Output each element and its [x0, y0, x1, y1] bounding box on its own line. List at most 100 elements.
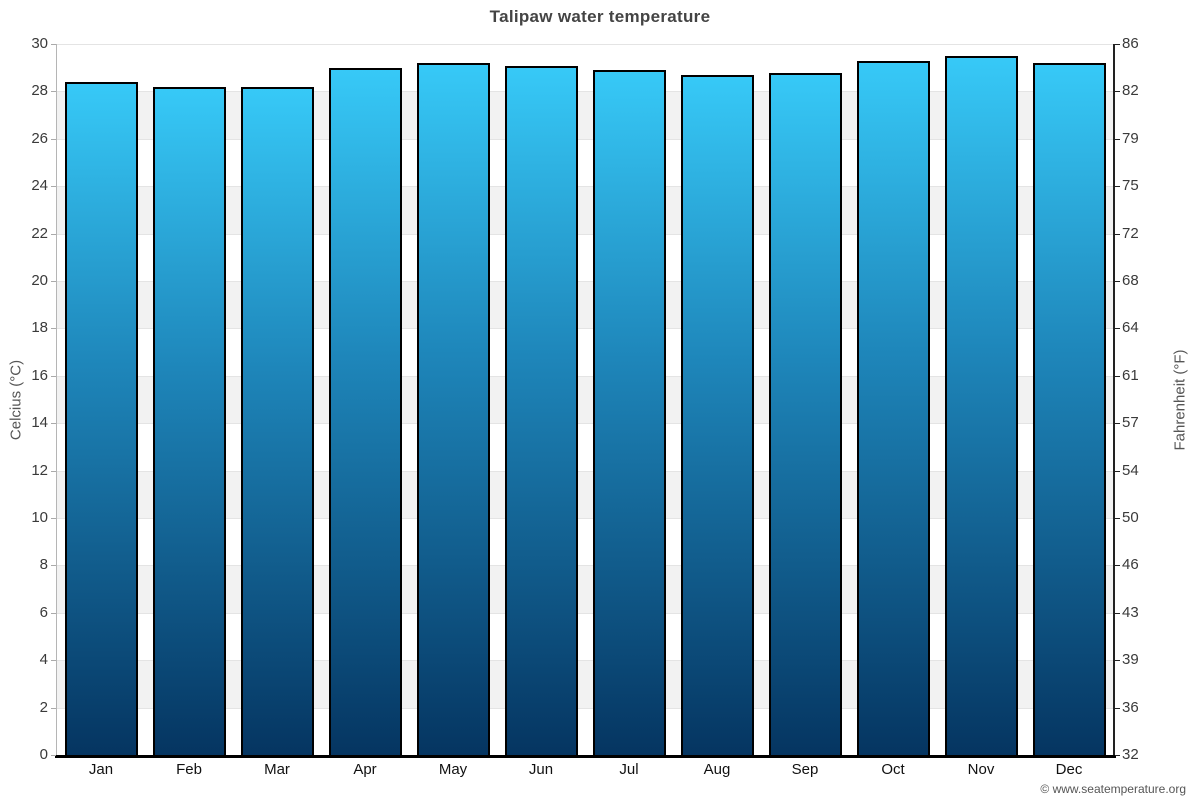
y-axis-right-label: 79: [1122, 129, 1139, 147]
y-axis-right-label: 57: [1122, 414, 1139, 432]
x-axis-label-aug: Aug: [703, 761, 731, 778]
y-axis-right-tick: [1115, 470, 1120, 472]
y-axis-right-label: 64: [1122, 319, 1139, 337]
y-axis-left-tick: [51, 375, 56, 377]
credit-link[interactable]: © www.seatemperature.org: [1040, 782, 1186, 796]
y-axis-left-tick: [51, 470, 56, 472]
grid-band: [57, 138, 1113, 187]
y-axis-right-label: 46: [1122, 556, 1139, 574]
grid-band: [57, 565, 1113, 613]
y-axis-right-label: 39: [1122, 651, 1139, 669]
y-axis-right-label: 54: [1122, 461, 1139, 479]
temp-bar-nov[interactable]: [944, 56, 1018, 755]
bar-slot: [849, 44, 937, 755]
x-axis-label-feb: Feb: [176, 761, 202, 778]
x-axis-label-sep: Sep: [791, 761, 819, 778]
y-axis-left-tick: [51, 281, 56, 282]
bar-slot: [937, 44, 1025, 755]
grid-band: [57, 470, 1113, 518]
temp-bar-may[interactable]: [416, 63, 490, 755]
y-axis-left-labels: 0 2 4 6 8 10 12 14 16 18 20 22 24 26 28 30: [0, 0, 48, 800]
y-axis-left-tick: [51, 707, 56, 709]
grid-bands-layer: [57, 44, 1113, 755]
grid-band: [57, 281, 1113, 329]
temp-bar-jul[interactable]: [592, 70, 666, 755]
axis-title-fahrenheit: Fahrenheit (°F): [1171, 349, 1189, 451]
y-axis-line-right: [1113, 44, 1115, 755]
temp-bar-apr[interactable]: [328, 68, 402, 755]
y-axis-left-label: 2: [39, 698, 48, 716]
bar-slot: [321, 44, 409, 755]
bar-slot: [673, 44, 761, 755]
chart-title: Talipaw water temperature: [489, 7, 711, 26]
temp-bar-jan[interactable]: [64, 82, 138, 755]
grid-band: [57, 186, 1113, 234]
axis-title-celsius: Celcius (°C): [7, 359, 25, 441]
y-axis-right-tick: [1115, 186, 1120, 188]
y-axis-right-tick: [1115, 138, 1120, 140]
bar-slot: [761, 44, 849, 755]
temp-bar-aug[interactable]: [680, 75, 754, 755]
grid-band: [57, 44, 1113, 92]
grid-band: [57, 518, 1113, 566]
y-axis-left-tick: [51, 612, 56, 614]
y-axis-right-tick: [1115, 44, 1120, 45]
y-axis-right-tick: [1115, 660, 1120, 662]
y-axis-right-label: 75: [1122, 177, 1139, 195]
y-axis-right-tick: [1115, 91, 1120, 93]
temp-bar-sep[interactable]: [768, 72, 842, 755]
y-axis-right-label: 86: [1122, 35, 1139, 52]
y-axis-right-tick: [1115, 565, 1120, 567]
y-axis-left-tick: [51, 565, 56, 567]
y-axis-left-label: 4: [39, 651, 48, 669]
bar-slot: [233, 44, 321, 755]
grid-band: [57, 707, 1113, 755]
temp-bar-oct[interactable]: [856, 61, 930, 755]
y-axis-right-tick: [1115, 612, 1120, 614]
temp-bar-jun[interactable]: [504, 65, 578, 755]
bar-slot: [585, 44, 673, 755]
y-axis-right-label: 32: [1122, 746, 1139, 763]
x-axis-label-dec: Dec: [1055, 761, 1083, 778]
y-axis-left-label: 0: [39, 746, 48, 763]
grid-band: [57, 375, 1113, 424]
y-axis-left-tick: [51, 518, 56, 519]
y-axis-right-label: 61: [1122, 366, 1139, 384]
y-axis-left-label: 26: [31, 129, 48, 147]
temp-bar-dec[interactable]: [1032, 63, 1106, 755]
temp-bar-feb[interactable]: [152, 87, 226, 755]
y-axis-left-label: 28: [31, 82, 48, 100]
y-axis-left-label: 8: [39, 556, 48, 574]
y-axis-right-label: 36: [1122, 698, 1139, 716]
bar-slot: [145, 44, 233, 755]
x-axis-label-mar: Mar: [264, 761, 290, 778]
x-axis-label-nov: Nov: [967, 761, 995, 778]
grid-band: [57, 91, 1113, 139]
y-axis-right-label: 43: [1122, 603, 1139, 621]
y-axis-left-label: 16: [31, 366, 48, 384]
x-axis-label-jun: Jun: [528, 761, 554, 778]
y-axis-left-tick: [51, 233, 56, 235]
y-axis-right-tick: [1115, 755, 1120, 756]
x-axis-label-may: May: [438, 761, 468, 778]
y-axis-left-label: 6: [39, 603, 48, 621]
y-axis-right-tick: [1115, 707, 1120, 709]
y-axis-left-tick: [51, 91, 56, 93]
y-axis-left-tick: [51, 44, 56, 45]
y-axis-left-label: 10: [31, 509, 48, 526]
y-axis-right-tick: [1115, 281, 1120, 282]
y-axis-left-label: 22: [31, 224, 48, 242]
y-axis-left-label: 24: [31, 177, 48, 195]
y-axis-right-tick: [1115, 233, 1120, 235]
x-axis-label-jan: Jan: [88, 761, 114, 778]
y-axis-left-label: 30: [31, 35, 48, 52]
x-axis-labels: Jan Feb Mar Apr May Jun Jul Aug Sep Oct Nov Dec: [57, 761, 1113, 778]
y-axis-left-tick: [51, 660, 56, 662]
y-axis-left-label: 14: [31, 414, 48, 432]
bars-layer: [57, 44, 1113, 755]
y-axis-right-label: 50: [1122, 509, 1139, 526]
temp-bar-mar[interactable]: [240, 87, 314, 755]
y-axis-left-tick: [51, 755, 56, 756]
y-axis-left-label: 20: [31, 272, 48, 289]
